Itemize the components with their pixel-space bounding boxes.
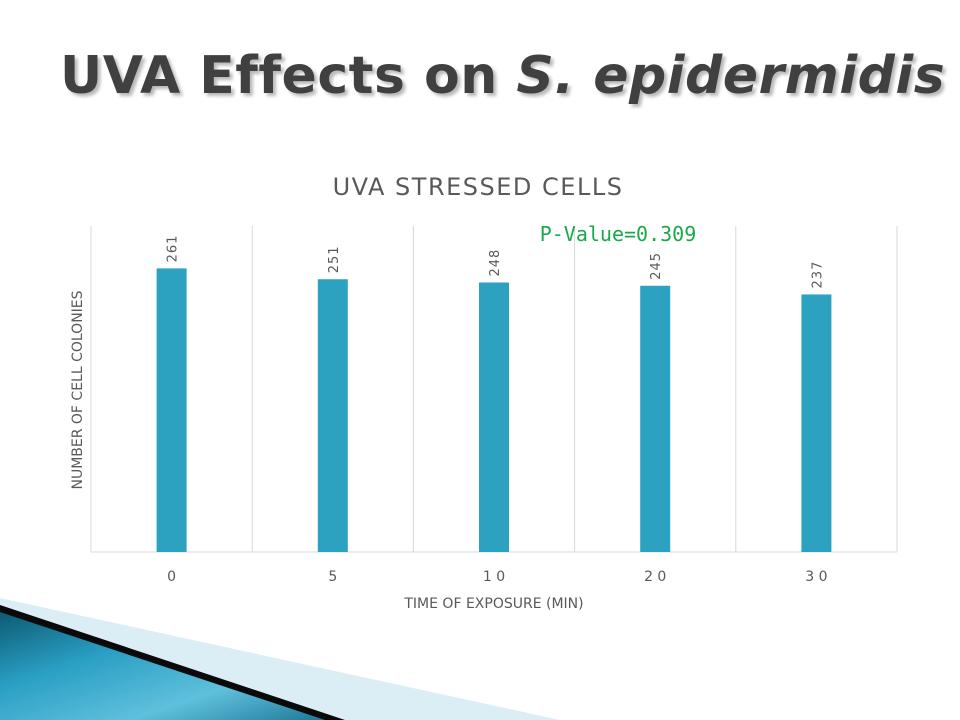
x-tick-label: 2 0 [644, 569, 666, 585]
x-axis-label: TIME OF EXPOSURE (MIN) [403, 596, 583, 612]
x-tick-label: 1 0 [483, 569, 505, 585]
slide-title: UVA Effects on S. epidermidis [60, 46, 945, 106]
chart-title: UVA STRESSED CELLS [333, 173, 624, 201]
bar [640, 285, 671, 552]
slide-title-main: UVA Effects on [60, 46, 517, 106]
bar [801, 294, 832, 552]
data-label: 237 [810, 261, 825, 289]
data-label: 245 [649, 252, 664, 280]
bar-series [156, 268, 832, 552]
slide-title-species: S. epidermidis [516, 46, 946, 106]
bar [156, 268, 187, 552]
x-tick-labels: 0 5 1 0 2 0 3 0 [167, 569, 827, 585]
bar [479, 282, 509, 552]
data-label: 261 [166, 235, 181, 263]
x-tick-label: 3 0 [805, 569, 827, 585]
bar [317, 279, 348, 552]
x-tick-label: 5 [328, 569, 337, 585]
data-labels: 261 251 248 245 237 [166, 235, 826, 289]
y-axis-label: NUMBER OF CELL COLONIES [70, 290, 86, 489]
data-label: 248 [488, 249, 503, 277]
p-value-annotation: P-Value=0.309 [540, 222, 697, 246]
data-label: 251 [327, 245, 342, 273]
x-tick-label: 0 [167, 569, 176, 585]
swoosh-blue-wedge [0, 612, 325, 720]
